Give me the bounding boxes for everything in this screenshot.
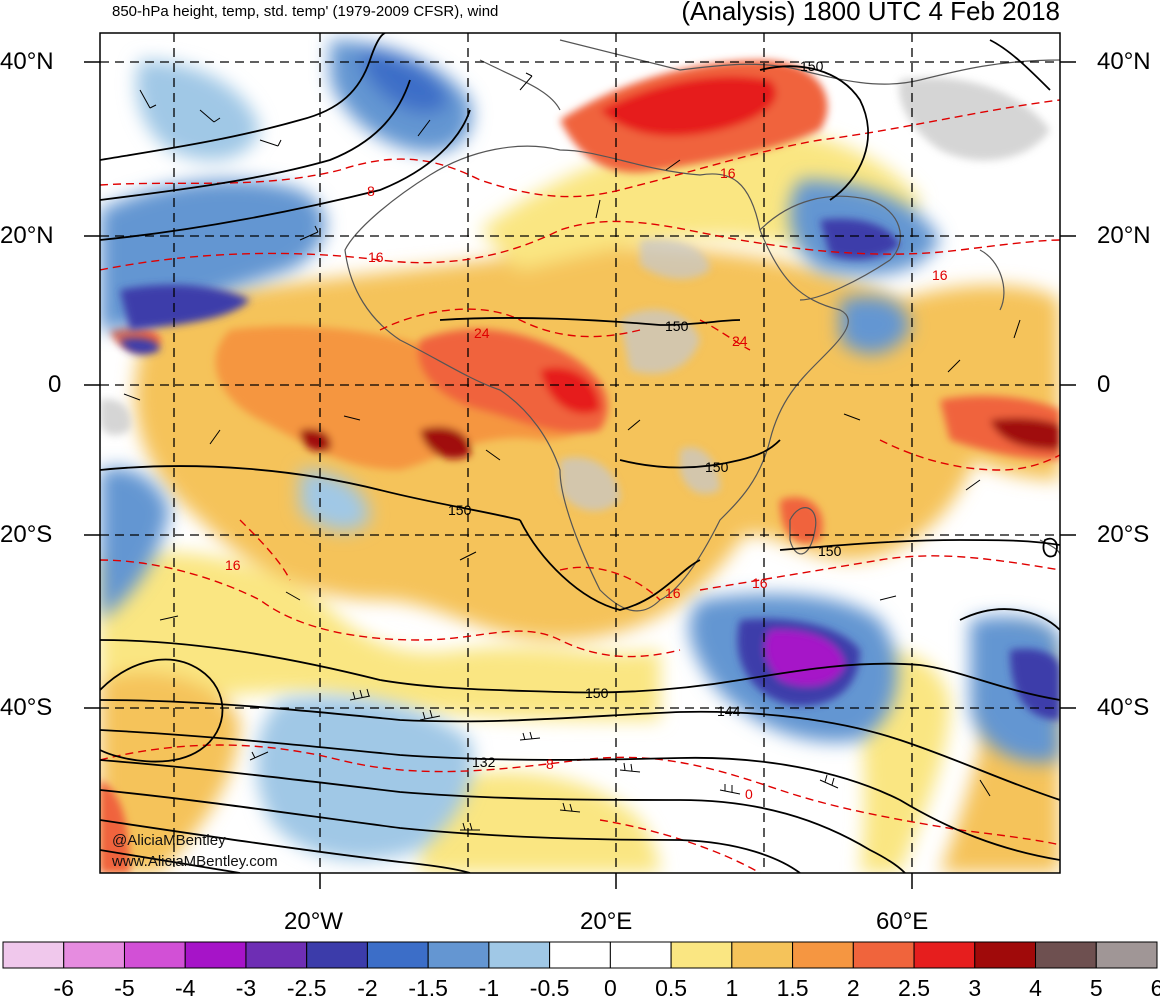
height-label: 150 xyxy=(800,58,824,74)
colorbar-swatch xyxy=(123,941,186,969)
colorbar-tick-label: 5 xyxy=(1090,975,1103,999)
colorbar-tick-label: 2.5 xyxy=(898,975,930,999)
colorbar-tick-label: -3 xyxy=(236,975,256,999)
colorbar-swatch xyxy=(488,941,551,969)
colorbar-swatch xyxy=(245,941,308,969)
height-label: 150 xyxy=(585,685,609,701)
temperature-anomaly-shading xyxy=(100,40,1060,873)
map-title: 850-hPa height, temp, std. temp' (1979-2… xyxy=(112,3,499,20)
temp-label: 16 xyxy=(932,267,948,283)
credit-website: www.AliciaMBentley.com xyxy=(111,853,278,870)
colorbar-swatch xyxy=(1095,941,1158,969)
colorbar-tick-label: 3 xyxy=(968,975,981,999)
lon-label: 20°E xyxy=(580,908,633,935)
colorbar-tick-label: -2.5 xyxy=(287,975,327,999)
lat-label-left: 20°S xyxy=(0,521,53,548)
lat-label-right: 40°N xyxy=(1097,48,1151,75)
lat-label-left: 40°S xyxy=(0,694,53,721)
colorbar-tick-label: -1 xyxy=(479,975,499,999)
lat-label-right: 40°S xyxy=(1097,694,1150,721)
colorbar-swatch xyxy=(427,941,490,969)
temp-label: 16 xyxy=(665,585,681,601)
lat-label-right: 0 xyxy=(1097,371,1111,398)
colorbar-boxes xyxy=(2,941,1158,969)
lat-label-left: 20°N xyxy=(0,222,54,249)
colorbar-swatch xyxy=(913,941,976,969)
credit-handle: @AliciaMBentley xyxy=(112,832,226,849)
map-panel: 150 150 150 150 150 150 144 132 8 16 24 … xyxy=(100,33,1060,873)
colorbar-tick-label: 4 xyxy=(1029,975,1042,999)
temp-label: 8 xyxy=(546,756,554,772)
colorbar-swatch xyxy=(792,941,854,969)
temp-label: 8 xyxy=(367,183,375,199)
colorbar-tick-label: -1.5 xyxy=(408,975,448,999)
colorbar-swatch xyxy=(852,941,915,969)
colorbar-swatch xyxy=(2,941,65,969)
lon-label: 60°E xyxy=(876,908,929,935)
colorbar-tick-label: -4 xyxy=(175,975,196,999)
colorbar-tick-label: 0.5 xyxy=(655,975,687,999)
colorbar-tick-label: -5 xyxy=(114,975,134,999)
colorbar-tick-label: -0.5 xyxy=(530,975,570,999)
temp-label: 16 xyxy=(720,165,736,181)
height-label: 150 xyxy=(705,459,729,475)
colorbar-swatch xyxy=(366,941,429,969)
temp-label: 24 xyxy=(732,333,748,349)
contour-labels: 150 150 150 150 150 150 144 132 8 16 24 … xyxy=(225,58,948,802)
colorbar-swatch xyxy=(609,941,672,969)
height-label: 144 xyxy=(717,703,741,719)
temp-label: 16 xyxy=(368,249,384,265)
temp-label: 0 xyxy=(745,786,753,802)
height-label: 150 xyxy=(448,502,472,518)
colorbar-tick-label: 1.5 xyxy=(777,975,809,999)
colorbar-tick-label: 2 xyxy=(847,975,860,999)
temp-label: 24 xyxy=(474,325,490,341)
colorbar-tick-label: 6 xyxy=(1151,975,1160,999)
graticule xyxy=(100,33,1060,873)
colorbar-swatch xyxy=(306,941,368,969)
height-label: 150 xyxy=(818,543,842,559)
coastlines xyxy=(344,39,1060,612)
colorbar-swatch xyxy=(1035,941,1097,969)
colorbar-swatch xyxy=(670,941,733,969)
lat-label-right: 20°N xyxy=(1097,222,1151,249)
lat-label-left: 40°N xyxy=(0,48,54,75)
temp-label: 16 xyxy=(752,575,768,591)
colorbar-tick-label: 0 xyxy=(604,975,617,999)
wind-barbs xyxy=(123,72,1021,831)
colorbar: -6 -5 -4 -3 -2.5 -2 -1.5 -1 -0.5 0 0.5 1 1.5 2 2.5 3 4 5 6 xyxy=(2,941,1160,999)
colorbar-tick-label: -2 xyxy=(357,975,377,999)
lon-label: 20°W xyxy=(284,908,343,935)
valid-time-title: (Analysis) 1800 UTC 4 Feb 2018 xyxy=(681,0,1060,26)
height-label: 132 xyxy=(472,754,496,770)
colorbar-tick-label: 1 xyxy=(725,975,738,999)
map-frame xyxy=(99,32,1061,874)
lat-label-right: 20°S xyxy=(1097,521,1150,548)
colorbar-labels: -6 -5 -4 -3 -2.5 -2 -1.5 -1 -0.5 0 0.5 1 1.5 2 2.5 3 4 5 6 xyxy=(54,975,1160,999)
colorbar-swatch xyxy=(549,941,611,969)
height-label: 150 xyxy=(665,318,689,334)
colorbar-swatch xyxy=(184,941,247,969)
axis-ticks xyxy=(84,61,1076,889)
temp-label: 16 xyxy=(225,557,241,573)
height-contours xyxy=(100,33,1060,873)
colorbar-swatch xyxy=(974,941,1037,969)
lat-label-left: 0 xyxy=(48,371,62,398)
colorbar-swatch xyxy=(731,941,794,969)
colorbar-tick-label: -6 xyxy=(54,975,74,999)
colorbar-swatch xyxy=(63,941,125,969)
